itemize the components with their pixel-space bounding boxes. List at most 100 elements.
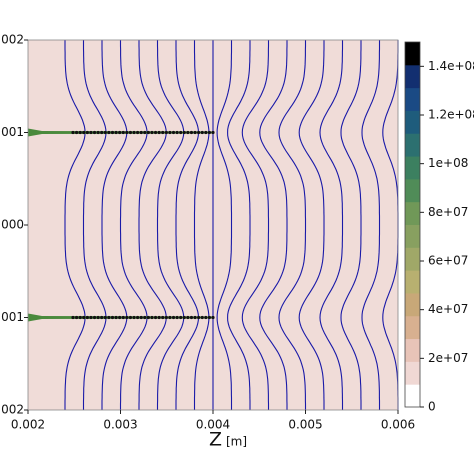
electrode-dot xyxy=(207,130,212,135)
electrode-dot xyxy=(200,315,204,320)
electrode-dot xyxy=(132,130,136,135)
contour-line xyxy=(138,40,167,410)
electrode-dot xyxy=(168,130,172,135)
contour-line xyxy=(216,40,233,410)
contour-line xyxy=(298,40,325,410)
electrode-dot xyxy=(186,315,190,320)
electrode-dot xyxy=(82,130,86,135)
colorbar-tick-label: 1.2e+08 xyxy=(428,108,474,122)
electrode-dot xyxy=(114,315,118,320)
electrode-dot xyxy=(179,315,183,320)
colorbar-tick-label: 8e+07 xyxy=(428,205,468,219)
electrode-dot xyxy=(125,130,129,135)
electrode-dot xyxy=(171,130,176,135)
contour-line xyxy=(241,40,270,410)
contour-line xyxy=(64,40,86,410)
electrode-dot xyxy=(182,130,186,135)
electrode-dot xyxy=(161,130,165,135)
electrode-dot xyxy=(164,315,168,320)
colorbar-band xyxy=(405,133,420,157)
electrode-dot xyxy=(139,315,143,320)
electrode-dot xyxy=(114,130,118,135)
electrode-dot xyxy=(118,130,122,135)
colorbar-band xyxy=(405,42,420,66)
electrode-dot xyxy=(200,130,204,135)
colorbar-band xyxy=(405,178,420,203)
electrode-dot xyxy=(150,130,154,135)
x-axis-label: Z xyxy=(209,429,222,451)
contour-line xyxy=(119,40,148,410)
electrode-dot xyxy=(121,130,125,135)
colorbar-tick-label: 4e+07 xyxy=(428,302,468,316)
electrode-dot xyxy=(168,315,172,320)
electrode-dot xyxy=(189,130,194,135)
colorbar-band xyxy=(405,384,420,408)
electrode-dot xyxy=(107,130,111,135)
contour-line xyxy=(101,40,128,410)
colorbar-tick-label: 0 xyxy=(428,400,436,414)
electrode-dot xyxy=(211,130,215,135)
electrode-dot xyxy=(78,315,82,320)
electrode-dot xyxy=(136,315,140,320)
x-tick-label: 0.004 xyxy=(196,418,230,432)
x-tick-label: 0.006 xyxy=(381,418,415,432)
contour-line xyxy=(227,40,251,410)
contour-line xyxy=(259,40,288,410)
electrode-dot xyxy=(132,315,136,320)
electrode-dot xyxy=(110,315,115,320)
electrode-dot xyxy=(171,315,176,320)
colorbar-band xyxy=(405,270,420,294)
electrode-dot xyxy=(164,130,168,135)
electrode-dot xyxy=(211,315,215,320)
colorbar-band xyxy=(405,64,420,89)
electrode-dot xyxy=(85,130,89,135)
colorbar-band xyxy=(405,87,420,111)
x-tick-label: 0.003 xyxy=(103,418,137,432)
electrode-dot xyxy=(96,315,100,320)
y-tick-label: 0.002 xyxy=(0,33,24,47)
electrode-dot xyxy=(143,315,147,320)
electrode-dot xyxy=(193,315,197,320)
electrode-dot xyxy=(85,315,89,320)
contour-line xyxy=(319,40,344,410)
electrode-dot xyxy=(96,130,100,135)
electrode-dot xyxy=(193,130,197,135)
electrode-dot xyxy=(128,315,133,320)
electrode-dot xyxy=(204,315,208,320)
colorbar-band xyxy=(405,224,420,248)
electrode-dot xyxy=(118,315,122,320)
electrode-dot xyxy=(128,130,133,135)
electrode-dot xyxy=(110,130,115,135)
electrode-dot xyxy=(157,130,161,135)
contour-line xyxy=(193,40,210,410)
electrode-dot xyxy=(139,130,143,135)
contour-line xyxy=(156,40,185,410)
colorbar-tick-label: 6e+07 xyxy=(428,254,468,268)
electrode-dot xyxy=(197,315,201,320)
y-tick-label: 0.001 xyxy=(0,125,24,139)
colorbar-band xyxy=(405,156,420,180)
electrode-dot xyxy=(89,130,93,135)
electrode-dot xyxy=(71,130,75,135)
electrode-dot xyxy=(71,315,75,320)
y-tick-label: -0.001 xyxy=(0,310,24,324)
electrode-dot xyxy=(136,130,140,135)
electrode-dot xyxy=(103,130,107,135)
electrode-dot xyxy=(100,130,104,135)
electrode-dot xyxy=(78,130,82,135)
x-tick-label: 0.002 xyxy=(11,418,45,432)
colorbar-band xyxy=(405,110,420,134)
colorbar-band xyxy=(405,315,420,340)
colorbar-band xyxy=(405,292,420,317)
y-tick-label: 0.000 xyxy=(0,218,24,232)
x-axis-unit: [m] xyxy=(226,435,247,449)
electrode-dot xyxy=(100,315,104,320)
electrode-dot xyxy=(207,315,212,320)
electrode-dot xyxy=(125,315,129,320)
contour-line xyxy=(340,40,362,410)
electrode-dot xyxy=(182,315,186,320)
electrode-dot xyxy=(103,315,107,320)
electrode-dot xyxy=(204,130,208,135)
